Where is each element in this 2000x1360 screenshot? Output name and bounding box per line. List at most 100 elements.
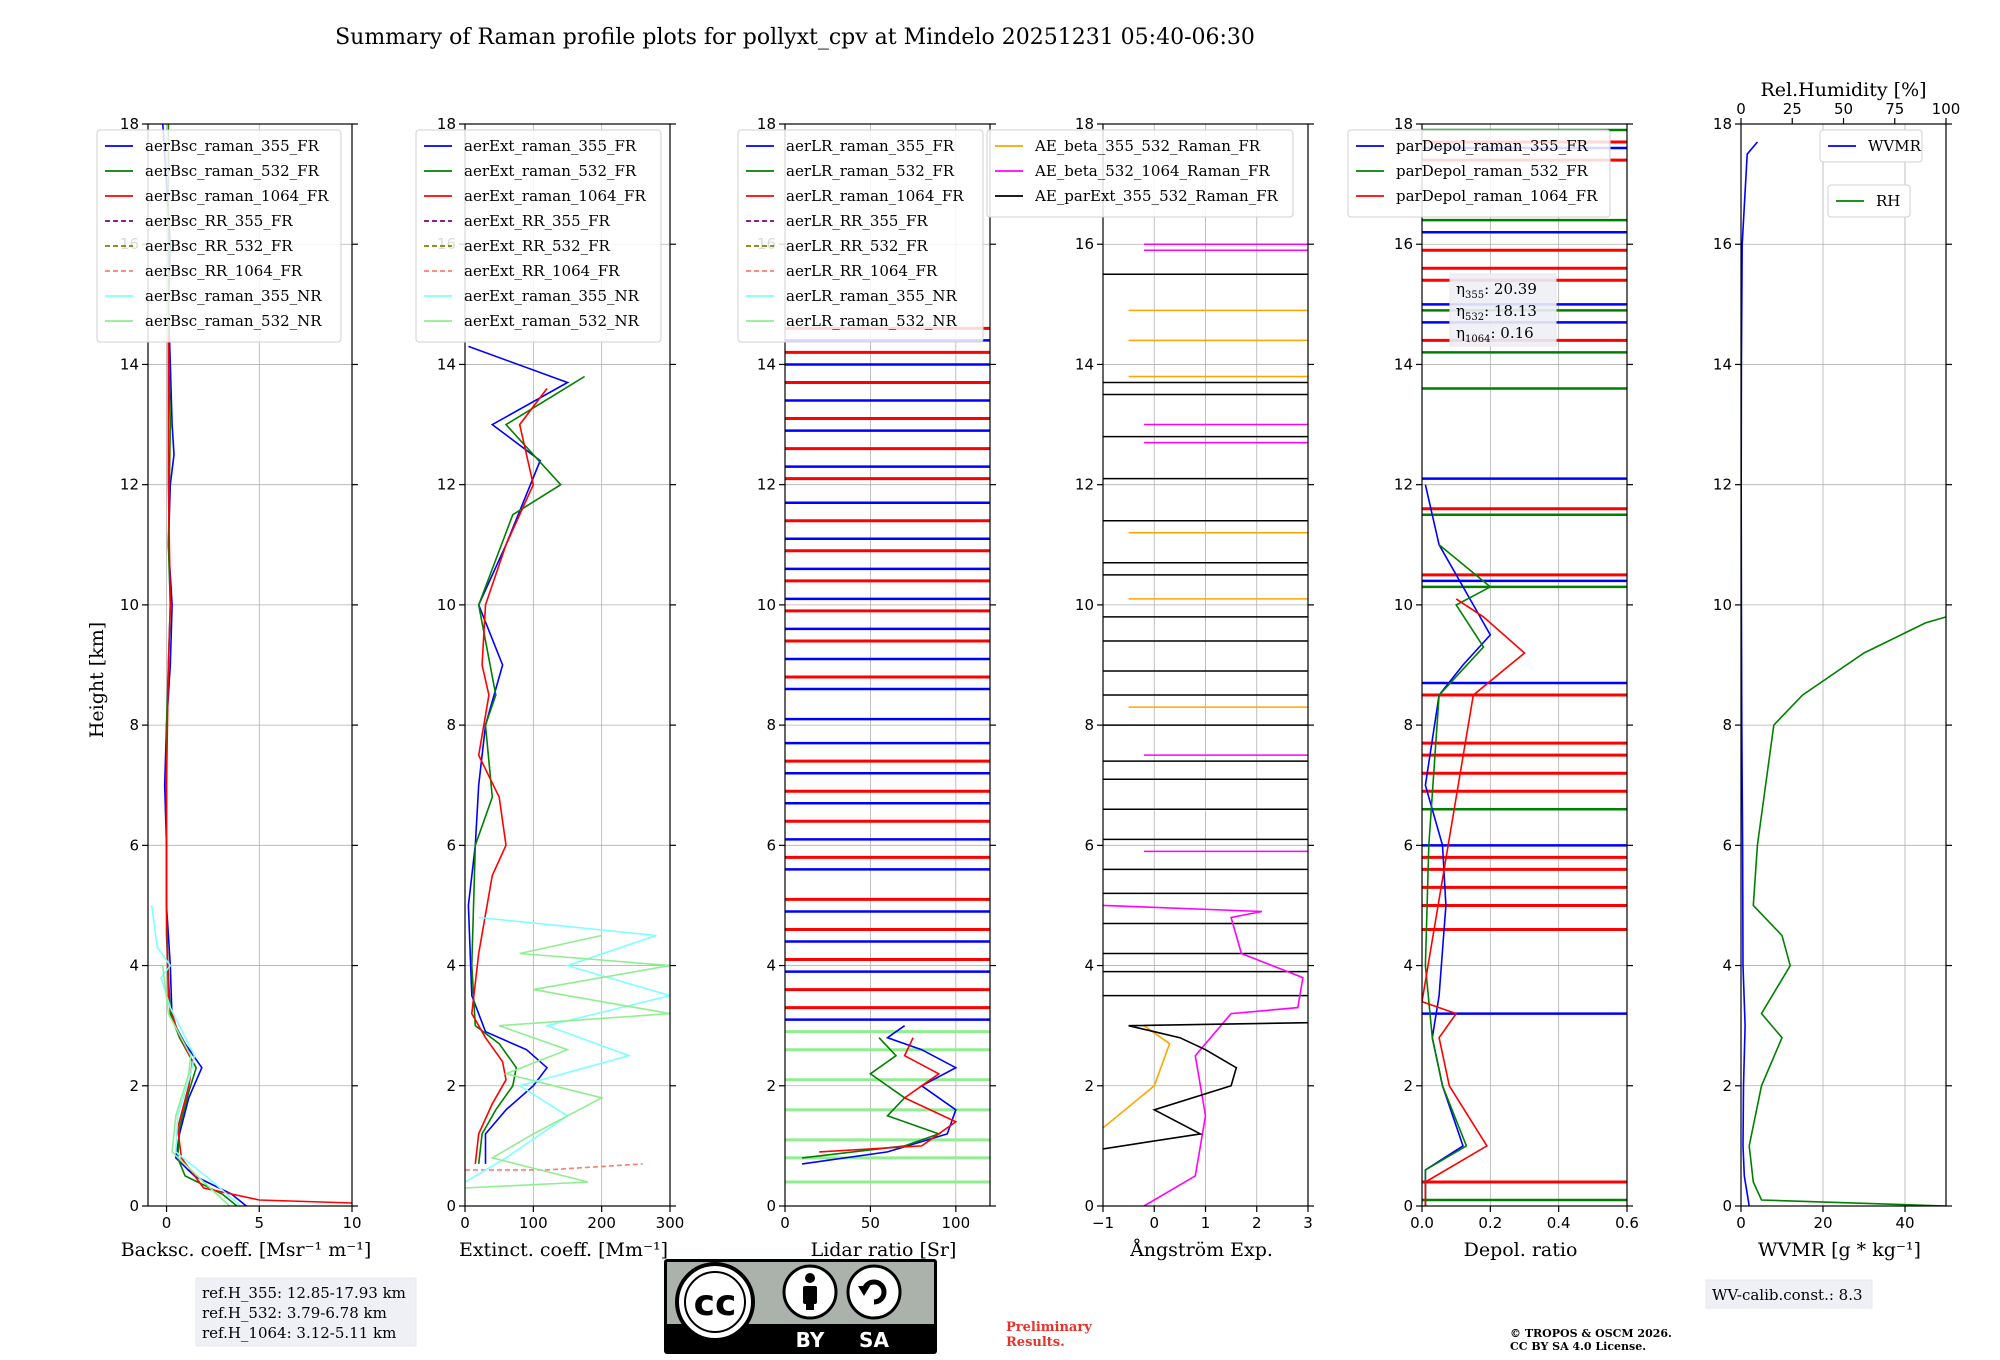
y-tick-label: 14	[1394, 355, 1413, 373]
eta-s532: η532: 18.13	[1456, 302, 1537, 323]
x-tick-label: 0	[162, 1214, 172, 1232]
y-tick-label: 0	[766, 1197, 776, 1215]
x-tick-label: 20	[1813, 1214, 1832, 1232]
legend-entry: aerLR_raman_1064_FR	[786, 187, 964, 205]
y-tick-label: 2	[1722, 1077, 1732, 1095]
x-tick-label: 300	[656, 1214, 685, 1232]
series-aerBsc_raman_355_FR	[162, 124, 247, 1206]
x-tick-label: 0.6	[1615, 1214, 1639, 1232]
y-tick-label: 2	[129, 1077, 139, 1095]
legend-entry: aerExt_raman_355_FR	[464, 137, 637, 155]
top-tick-label: 100	[1932, 100, 1961, 118]
y-tick-label: 2	[1403, 1077, 1413, 1095]
eta-s1064: η1064: 0.16	[1456, 324, 1534, 345]
y-tick-label: 16	[1075, 235, 1094, 253]
x-tick-label: 1	[1201, 1214, 1211, 1232]
y-tick-label: 12	[1075, 476, 1094, 494]
y-tick-label: 16	[1394, 235, 1413, 253]
series-parDepol_raman_532_FR	[1424, 544, 1492, 1206]
y-tick-label: 10	[437, 596, 456, 614]
legend-entry: parDepol_raman_355_FR	[1396, 137, 1589, 155]
legend-entry: aerLR_raman_532_NR	[786, 312, 957, 330]
series-aerExt_raman_1064_FR	[470, 388, 548, 1164]
y-tick-label: 4	[1084, 957, 1094, 975]
top-tick-label: 75	[1885, 100, 1904, 118]
panel-backscatter: 0246810121416180510Backsc. coeff. [Msr⁻¹…	[96, 115, 372, 1261]
eta-s355: η355: 20.39	[1456, 280, 1537, 301]
axes-frame	[147, 123, 353, 1207]
y-tick-label: 14	[120, 355, 139, 373]
legend-entry: aerExt_raman_355_NR	[464, 287, 640, 305]
legend-entry: aerExt_RR_355_FR	[464, 212, 611, 230]
cc-license-logo: cc BY SA	[664, 1259, 937, 1354]
legend: AE_beta_355_532_Raman_FR AE_beta_532_1064…	[986, 129, 1294, 218]
x-tick-label: 0	[460, 1214, 470, 1232]
top-tick-label: 25	[1783, 100, 1802, 118]
copyright-line2: CC BY SA 4.0 License.	[1510, 1340, 1646, 1353]
legend: parDepol_raman_355_FR parDepol_raman_532_…	[1347, 129, 1611, 218]
y-tick-label: 10	[1394, 596, 1413, 614]
y-tick-label: 6	[1403, 836, 1413, 854]
x-tick-label: 3	[1303, 1214, 1313, 1232]
y-tick-label: 8	[1403, 716, 1413, 734]
ref-height-355: ref.H_355: 12.85-17.93 km	[202, 1284, 406, 1302]
y-tick-label: 2	[766, 1077, 776, 1095]
x-axis-label: Extinct. coeff. [Mm⁻¹]	[459, 1239, 668, 1261]
x-tick-label: 0	[1736, 1214, 1746, 1232]
legend-entry: aerLR_RR_532_FR	[786, 237, 928, 255]
series-parDepol_raman_355_FR	[1424, 484, 1492, 1206]
y-tick-label: 6	[129, 836, 139, 854]
legend-entry: aerBsc_raman_355_NR	[145, 287, 322, 305]
y-tick-label: 4	[129, 957, 139, 975]
plot-area	[150, 124, 352, 1206]
y-tick-label: 8	[129, 716, 139, 734]
legend-entry: aerBsc_RR_1064_FR	[145, 262, 303, 280]
x-tick-label: 0.0	[1410, 1214, 1434, 1232]
series-WVMR	[1741, 141, 1759, 1206]
legend-entry: AE_beta_355_532_Raman_FR	[1034, 137, 1261, 155]
y-tick-label: 8	[1084, 716, 1094, 734]
x-axis-label: Depol. ratio	[1464, 1239, 1578, 1261]
legend-entry: AE_parExt_355_532_Raman_FR	[1034, 187, 1279, 205]
series-RH	[1748, 616, 1946, 1206]
legend-entry: RH	[1876, 192, 1900, 210]
legend-entry: aerLR_RR_1064_FR	[786, 262, 938, 280]
y-axis-label: Height [km]	[86, 622, 108, 738]
series-aerExt_raman_355_FR	[467, 345, 570, 1164]
top-axis-label: Rel.Humidity [%]	[1760, 79, 1926, 101]
legend-entry: parDepol_raman_532_FR	[1396, 162, 1589, 180]
preliminary-label-line2: Results.	[1006, 1335, 1065, 1350]
series-aerExt_RR_1064_FR	[465, 1163, 643, 1171]
plot-area	[785, 326, 990, 1184]
legend-entry: aerLR_raman_355_FR	[786, 137, 955, 155]
plot-area	[1741, 141, 1946, 1206]
x-axis-label: Ångström Exp.	[1129, 1239, 1273, 1261]
x-axis-label: Backsc. coeff. [Msr⁻¹ m⁻¹]	[121, 1239, 372, 1261]
x-tick-label: −1	[1092, 1214, 1114, 1232]
y-tick-label: 10	[120, 596, 139, 614]
legend-entry: aerLR_raman_355_NR	[786, 287, 957, 305]
series-aerExt_raman_532_NR	[465, 934, 670, 1189]
legend-entry: aerBsc_raman_532_NR	[145, 312, 322, 330]
y-tick-label: 4	[446, 957, 456, 975]
legend-entry: aerExt_RR_532_FR	[464, 237, 611, 255]
x-tick-label: 0.2	[1478, 1214, 1502, 1232]
panel-extinction: 0246810121416180100200300Extinct. coeff.…	[415, 115, 685, 1261]
legend: aerExt_raman_355_FR aerExt_raman_532_FRae…	[415, 129, 662, 343]
y-tick-label: 0	[1722, 1197, 1732, 1215]
x-tick-label: 2	[1252, 1214, 1262, 1232]
legend-entry: aerExt_RR_1064_FR	[464, 262, 620, 280]
y-tick-label: 0	[1403, 1197, 1413, 1215]
plot-area	[1103, 243, 1308, 1206]
legend-entry: WVMR	[1868, 137, 1922, 155]
legend-entry: aerBsc_raman_355_FR	[145, 137, 320, 155]
preliminary-label-line1: Preliminary	[1006, 1320, 1092, 1335]
series-AE_beta_355_532_Raman_FR	[1103, 1025, 1171, 1129]
series-aerLR_raman_532_FR	[802, 1037, 942, 1159]
legend-entry: aerExt_raman_1064_FR	[464, 187, 646, 205]
legend: WVMR RH	[1819, 129, 1923, 218]
